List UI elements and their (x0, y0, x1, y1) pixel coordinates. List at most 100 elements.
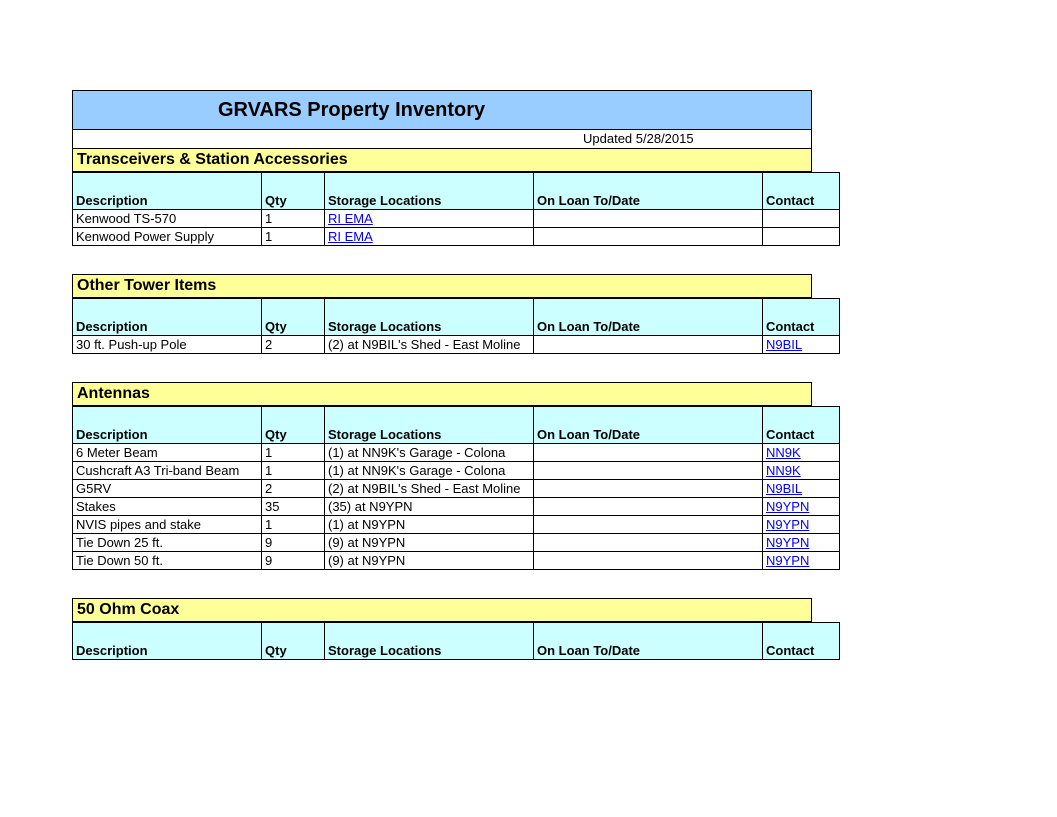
cell-description: Cushcraft A3 Tri-band Beam (73, 462, 262, 480)
cell-loan (534, 480, 763, 498)
page-title-bar: GRVARS Property Inventory (72, 90, 812, 130)
table-row: Kenwood TS-5701RI EMA (73, 210, 840, 228)
column-header-desc: Description (73, 407, 262, 444)
table-row: Cushcraft A3 Tri-band Beam1(1) at NN9K's… (73, 462, 840, 480)
column-header-loc: Storage Locations (325, 407, 534, 444)
cell-location: RI EMA (325, 228, 534, 246)
contact-link[interactable]: NN9K (766, 445, 801, 460)
column-header-contact: Contact (763, 173, 840, 210)
cell-contact: N9YPN (763, 516, 840, 534)
cell-contact (763, 210, 840, 228)
column-header-desc: Description (73, 623, 262, 660)
cell-description: Tie Down 50 ft. (73, 552, 262, 570)
cell-description: G5RV (73, 480, 262, 498)
table-row: Tie Down 25 ft.9(9) at N9YPN N9YPN (73, 534, 840, 552)
column-header-contact: Contact (763, 299, 840, 336)
table-row: G5RV2(2) at N9BIL's Shed - East Moline N9… (73, 480, 840, 498)
cell-qty: 1 (262, 228, 325, 246)
cell-location: (1) at N9YPN (325, 516, 534, 534)
cell-loan (534, 228, 763, 246)
column-header-loc: Storage Locations (325, 173, 534, 210)
cell-location: (1) at NN9K's Garage - Colona (325, 444, 534, 462)
cell-location: (9) at N9YPN (325, 534, 534, 552)
cell-loan (534, 534, 763, 552)
location-link[interactable]: RI EMA (328, 229, 373, 244)
contact-link[interactable]: N9YPN (766, 553, 809, 568)
table-header-row: DescriptionQtyStorage LocationsOn Loan T… (73, 173, 840, 210)
contact-link[interactable]: N9BIL (766, 337, 802, 352)
table-header-row: DescriptionQtyStorage LocationsOn Loan T… (73, 407, 840, 444)
cell-loan (534, 552, 763, 570)
inventory-table: DescriptionQtyStorage LocationsOn Loan T… (72, 298, 840, 354)
section-header: Transceivers & Station Accessories (72, 148, 812, 172)
column-header-desc: Description (73, 299, 262, 336)
section-header: Antennas (72, 382, 812, 406)
column-header-loan: On Loan To/Date (534, 407, 763, 444)
cell-loan (534, 336, 763, 354)
inventory-table: DescriptionQtyStorage LocationsOn Loan T… (72, 406, 840, 570)
column-header-qty: Qty (262, 173, 325, 210)
cell-contact: NN9K (763, 444, 840, 462)
section-gap (72, 354, 812, 382)
location-link[interactable]: RI EMA (328, 211, 373, 226)
section-header: 50 Ohm Coax (72, 598, 812, 622)
cell-location: (1) at NN9K's Garage - Colona (325, 462, 534, 480)
section-gap (72, 246, 812, 274)
column-header-loan: On Loan To/Date (534, 173, 763, 210)
table-row: 6 Meter Beam1(1) at NN9K's Garage - Colo… (73, 444, 840, 462)
cell-qty: 1 (262, 516, 325, 534)
cell-location: (2) at N9BIL's Shed - East Moline (325, 480, 534, 498)
cell-qty: 1 (262, 462, 325, 480)
column-header-qty: Qty (262, 407, 325, 444)
cell-loan (534, 462, 763, 480)
column-header-desc: Description (73, 173, 262, 210)
cell-qty: 2 (262, 336, 325, 354)
cell-qty: 1 (262, 210, 325, 228)
page-title: GRVARS Property Inventory (218, 99, 485, 122)
spacer (73, 130, 583, 148)
contact-link[interactable]: N9YPN (766, 535, 809, 550)
cell-description: Stakes (73, 498, 262, 516)
cell-qty: 1 (262, 444, 325, 462)
table-row: 30 ft. Push-up Pole2(2) at N9BIL's Shed … (73, 336, 840, 354)
cell-description: 30 ft. Push-up Pole (73, 336, 262, 354)
inventory-table: DescriptionQtyStorage LocationsOn Loan T… (72, 172, 840, 246)
cell-qty: 35 (262, 498, 325, 516)
cell-description: NVIS pipes and stake (73, 516, 262, 534)
cell-contact: NN9K (763, 462, 840, 480)
cell-loan (534, 498, 763, 516)
table-row: Stakes35(35) at N9YPN N9YPN (73, 498, 840, 516)
page: GRVARS Property Inventory Updated 5/28/2… (72, 90, 812, 660)
cell-contact: N9YPN (763, 552, 840, 570)
cell-description: 6 Meter Beam (73, 444, 262, 462)
contact-link[interactable]: NN9K (766, 463, 801, 478)
cell-qty: 9 (262, 552, 325, 570)
cell-description: Tie Down 25 ft. (73, 534, 262, 552)
updated-text: Updated 5/28/2015 (583, 130, 694, 148)
contact-link[interactable]: N9YPN (766, 517, 809, 532)
contact-link[interactable]: N9BIL (766, 481, 802, 496)
cell-description: Kenwood TS-570 (73, 210, 262, 228)
cell-qty: 9 (262, 534, 325, 552)
cell-location: (9) at N9YPN (325, 552, 534, 570)
cell-contact: N9BIL (763, 336, 840, 354)
column-header-loan: On Loan To/Date (534, 623, 763, 660)
contact-link[interactable]: N9YPN (766, 499, 809, 514)
cell-location: RI EMA (325, 210, 534, 228)
table-header-row: DescriptionQtyStorage LocationsOn Loan T… (73, 623, 840, 660)
cell-qty: 2 (262, 480, 325, 498)
cell-contact: N9YPN (763, 534, 840, 552)
section-gap (72, 570, 812, 598)
table-header-row: DescriptionQtyStorage LocationsOn Loan T… (73, 299, 840, 336)
cell-loan (534, 516, 763, 534)
column-header-contact: Contact (763, 623, 840, 660)
column-header-qty: Qty (262, 299, 325, 336)
cell-loan (534, 210, 763, 228)
updated-row: Updated 5/28/2015 (72, 130, 812, 148)
cell-contact (763, 228, 840, 246)
column-header-loc: Storage Locations (325, 299, 534, 336)
cell-contact: N9YPN (763, 498, 840, 516)
table-row: Kenwood Power Supply1RI EMA (73, 228, 840, 246)
cell-location: (35) at N9YPN (325, 498, 534, 516)
column-header-qty: Qty (262, 623, 325, 660)
